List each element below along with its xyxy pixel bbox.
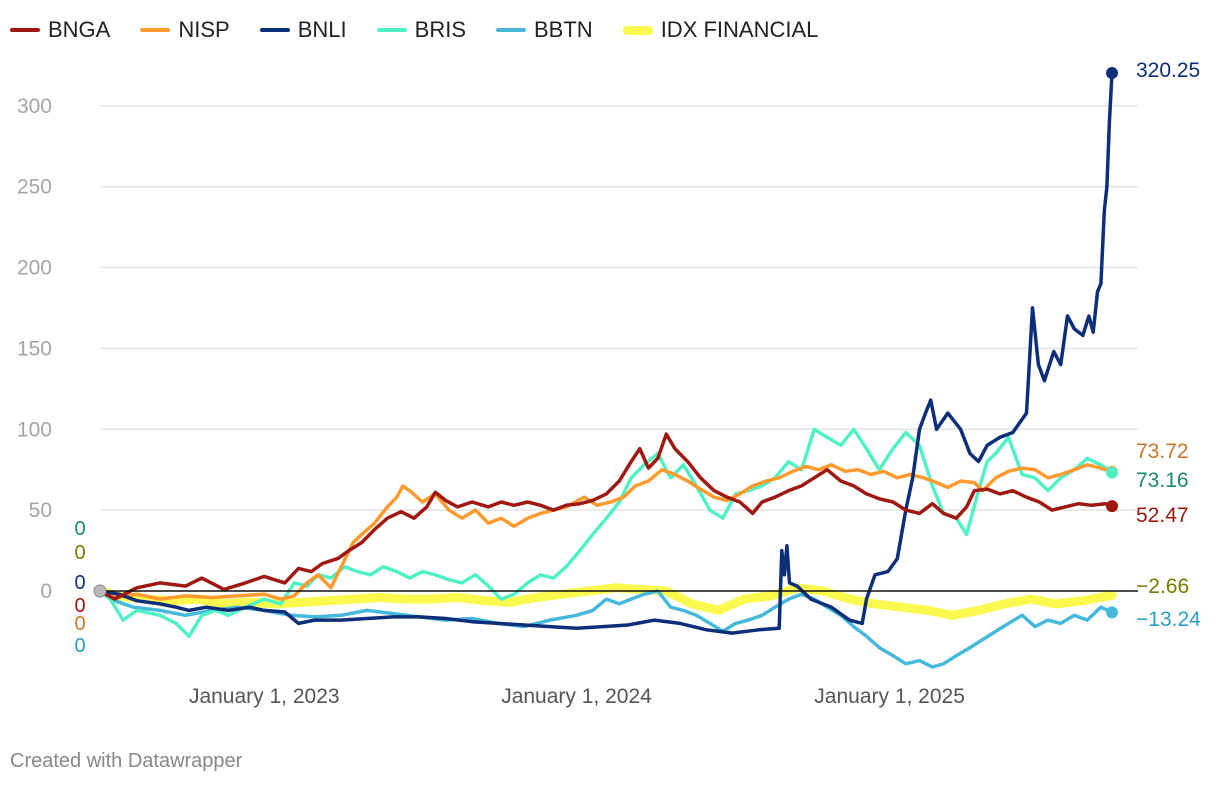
series-line-idx-financial	[95, 583, 1117, 620]
start-value-label: 0	[74, 542, 85, 564]
legend-swatch	[10, 28, 40, 32]
x-tick-label: January 1, 2023	[189, 685, 340, 708]
end-value-label: 73.16	[1136, 469, 1189, 492]
legend-swatch	[140, 28, 171, 32]
end-point-marker	[1106, 66, 1119, 79]
start-value-label: 0	[74, 613, 85, 635]
y-tick-label: 0	[40, 580, 52, 603]
legend-swatch	[259, 28, 290, 32]
end-value-label: −2.66	[1136, 575, 1189, 598]
legend-swatch	[376, 28, 407, 32]
legend-item-nisp: NISP	[140, 17, 230, 43]
y-tick-label: 300	[17, 95, 52, 118]
series-line-bnli	[98, 71, 1114, 635]
legend-label: IDX FINANCIAL	[660, 17, 819, 42]
legend-label: BNGA	[48, 17, 111, 42]
end-value-label: 52.47	[1136, 504, 1189, 527]
series-line-nisp	[98, 463, 1114, 601]
end-point-marker	[1106, 606, 1119, 619]
series-line-bris	[98, 427, 1114, 639]
legend-label: BBTN	[534, 17, 593, 42]
y-tick-label: 250	[17, 176, 52, 199]
legend-item-bbtn: BBTN	[496, 17, 593, 43]
legend-item-bnli: BNLI	[259, 17, 347, 43]
end-point-marker	[1106, 466, 1119, 479]
footer-credit: Created with Datawrapper	[10, 750, 243, 772]
line-chart: 0 50 100 150 200 250 300 January 1, 2023 January…	[17, 59, 1201, 708]
y-tick-label: 150	[17, 337, 52, 360]
legend-label: BRIS	[414, 17, 466, 42]
end-value-label: 320.25	[1136, 59, 1200, 82]
legend-label: NISP	[178, 17, 230, 42]
end-value-label: 73.72	[1136, 440, 1189, 463]
y-tick-label: 100	[17, 418, 52, 441]
y-tick-label: 200	[17, 257, 52, 280]
start-point-marker	[93, 584, 107, 598]
legend: BNGA NISP BNLI BRIS BBTN IDX FINANCIAL	[10, 14, 848, 46]
legend-swatch	[622, 25, 653, 35]
x-tick-label: January 1, 2025	[814, 685, 965, 708]
x-tick-label: January 1, 2024	[501, 685, 652, 708]
legend-label: BNLI	[297, 17, 347, 42]
start-value-label: 0	[74, 635, 85, 657]
legend-item-idx-financial: IDX FINANCIAL	[622, 17, 819, 43]
start-value-label: 0	[74, 518, 85, 540]
legend-item-bnga: BNGA	[10, 17, 110, 43]
start-value-label: 0	[74, 572, 85, 594]
end-point-marker	[1106, 500, 1119, 513]
legend-item-bris: BRIS	[376, 17, 466, 43]
legend-swatch	[496, 28, 526, 32]
series-line-bnga	[98, 432, 1114, 601]
end-value-label: −13.24	[1136, 608, 1201, 631]
y-tick-label: 50	[29, 499, 52, 522]
start-value-label: 0	[74, 595, 85, 617]
